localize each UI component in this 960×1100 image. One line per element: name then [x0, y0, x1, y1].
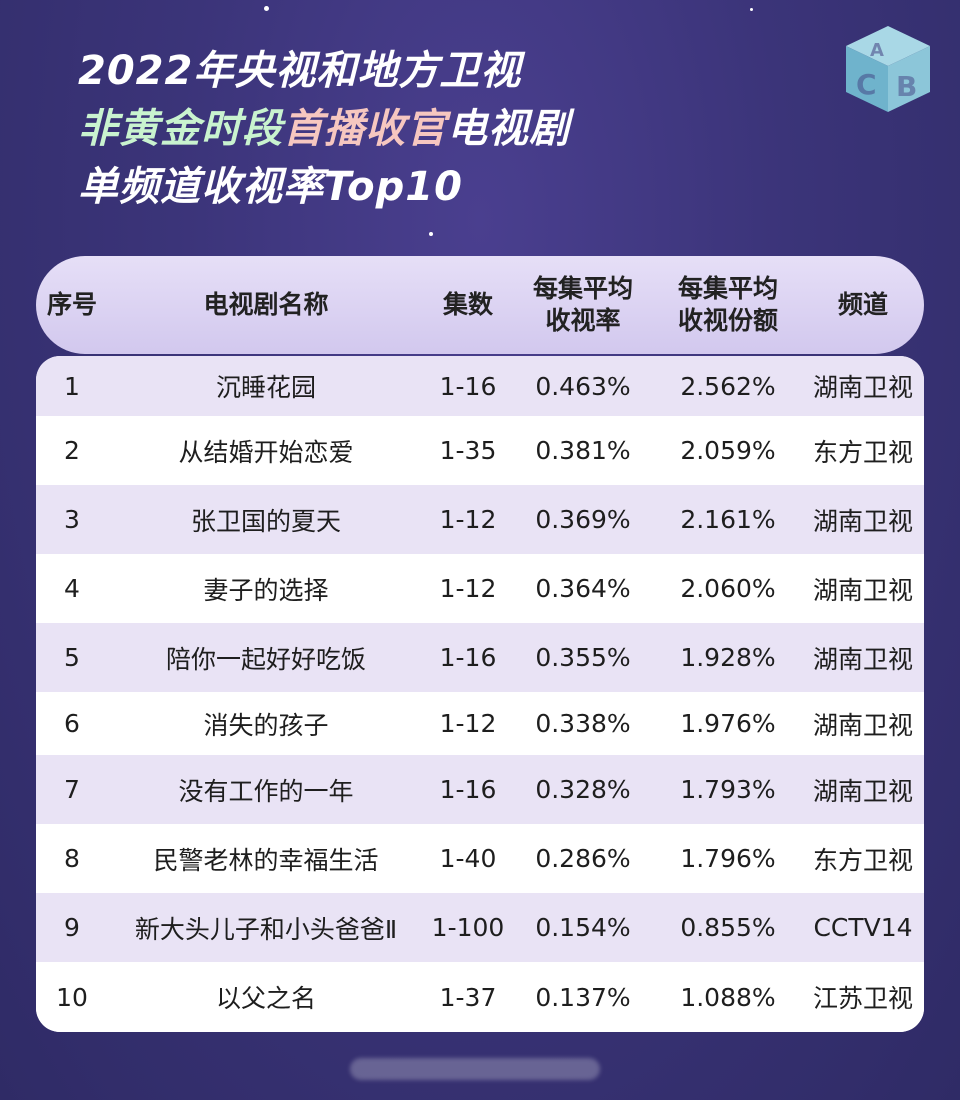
avg-share-cell: 2.059% [680, 436, 776, 465]
episodes-cell: 1-12 [439, 505, 497, 534]
drama-name-cell: 张卫国的夏天 [190, 506, 341, 536]
table-row: 3 张卫国的夏天 1-12 0.369% 2.161% 湖南卫视 [36, 485, 924, 554]
episodes-cell: 1-16 [439, 371, 497, 401]
ratings-table: 1 沉睡花园 1-16 0.463% 2.562% 湖南卫视 2 从结婚开始恋爱 1-35 0.3… [36, 356, 924, 1032]
avg-rating-cell: 0.154% [535, 913, 631, 942]
title-segment-premiere-finale: 首播收官 [283, 106, 447, 152]
row-index-cell: 6 [64, 709, 80, 738]
avg-share-cell: 1.928% [680, 643, 776, 672]
table-row: 7 没有工作的一年 1-16 0.328% 1.793% 湖南卫视 [36, 755, 924, 824]
row-index-cell: 8 [64, 844, 80, 873]
avg-rating-cell: 0.369% [535, 505, 631, 534]
episodes-cell: 1-12 [439, 709, 497, 738]
table-header: 序号 电视剧名称 集数 每集平均 收视率 每集平均 收视份额 频道 [36, 256, 924, 354]
svg-text:B: B [896, 70, 917, 103]
abc-cube-logo: A C B [846, 26, 930, 112]
row-index-cell: 1 [64, 371, 80, 401]
table-row: 5 陪你一起好好吃饭 1-16 0.355% 1.928% 湖南卫视 [36, 623, 924, 692]
drama-name-cell: 沉睡花园 [215, 373, 316, 402]
drama-name-cell: 民警老林的幸福生活 [153, 845, 379, 875]
header-avg-rating: 每集平均 收视率 [532, 274, 633, 335]
table-row: 6 消失的孩子 1-12 0.338% 1.976% 湖南卫视 [36, 692, 924, 755]
episodes-cell: 1-12 [439, 574, 497, 603]
channel-cell: 东方卫视 [812, 437, 913, 467]
channel-cell: 湖南卫视 [812, 575, 913, 605]
watermark-blur [350, 1058, 600, 1080]
title-line-2: 非黄金时段首播收官电视剧 [78, 100, 570, 158]
row-index-cell: 10 [56, 982, 88, 1012]
channel-cell: 湖南卫视 [812, 644, 913, 674]
avg-share-cell: 0.855% [680, 913, 776, 942]
header-index: 序号 [46, 290, 97, 319]
title-segment-non-prime: 非黄金时段 [78, 106, 283, 152]
table-row: 9 新大头儿子和小头爸爸Ⅱ 1-100 0.154% 0.855% CCTV14 [36, 893, 924, 962]
episodes-cell: 1-16 [439, 643, 497, 672]
header-drama-name: 电视剧名称 [203, 290, 329, 319]
episodes-cell: 1-37 [439, 982, 497, 1012]
channel-cell: 湖南卫视 [812, 710, 913, 740]
channel-cell: 东方卫视 [812, 845, 913, 875]
channel-cell: 江苏卫视 [812, 984, 913, 1013]
star-decoration [750, 8, 753, 11]
avg-rating-cell: 0.338% [535, 709, 631, 738]
avg-rating-cell: 0.355% [535, 643, 631, 672]
table-row: 8 民警老林的幸福生活 1-40 0.286% 1.796% 东方卫视 [36, 824, 924, 893]
svg-text:C: C [856, 68, 877, 101]
row-index-cell: 9 [64, 913, 80, 942]
drama-name-cell: 没有工作的一年 [178, 776, 354, 806]
avg-share-cell: 2.562% [680, 371, 776, 401]
avg-share-cell: 1.976% [680, 709, 776, 738]
table-row: 10 以父之名 1-37 0.137% 1.088% 江苏卫视 [36, 962, 924, 1032]
channel-cell: CCTV14 [813, 913, 913, 942]
avg-share-cell: 1.793% [680, 775, 776, 804]
episodes-cell: 1-35 [439, 436, 497, 465]
drama-name-cell: 陪你一起好好吃饭 [165, 644, 366, 674]
drama-name-cell: 妻子的选择 [203, 575, 329, 605]
row-index-cell: 7 [64, 775, 80, 804]
header-episodes: 集数 [442, 290, 493, 319]
title-line-1: 2022年央视和地方卫视 [78, 48, 522, 94]
header-channel: 频道 [837, 290, 888, 319]
page-title: 2022年央视和地方卫视 非黄金时段首播收官电视剧 单频道收视率Top10 [78, 42, 570, 216]
svg-text:A: A [870, 40, 884, 61]
avg-share-cell: 2.060% [680, 574, 776, 603]
table-row: 4 妻子的选择 1-12 0.364% 2.060% 湖南卫视 [36, 554, 924, 623]
header-avg-share: 每集平均 收视份额 [677, 274, 778, 335]
avg-rating-cell: 0.137% [535, 982, 631, 1012]
table-row: 2 从结婚开始恋爱 1-35 0.381% 2.059% 东方卫视 [36, 416, 924, 485]
channel-cell: 湖南卫视 [812, 776, 913, 806]
title-segment-tv-drama: 电视剧 [447, 106, 570, 152]
avg-rating-cell: 0.364% [535, 574, 631, 603]
channel-cell: 湖南卫视 [812, 506, 913, 536]
table-row: 1 沉睡花园 1-16 0.463% 2.562% 湖南卫视 [36, 356, 924, 416]
channel-cell: 湖南卫视 [812, 373, 913, 402]
row-index-cell: 5 [64, 643, 80, 672]
avg-rating-cell: 0.286% [535, 844, 631, 873]
avg-rating-cell: 0.463% [535, 371, 631, 401]
episodes-cell: 1-100 [431, 913, 505, 942]
avg-share-cell: 1.088% [680, 982, 776, 1012]
avg-share-cell: 1.796% [680, 844, 776, 873]
star-decoration [429, 232, 433, 236]
star-decoration [264, 6, 269, 11]
row-index-cell: 3 [64, 505, 80, 534]
row-index-cell: 4 [64, 574, 80, 603]
title-line-3: 单频道收视率Top10 [78, 164, 463, 210]
avg-rating-cell: 0.381% [535, 436, 631, 465]
drama-name-cell: 从结婚开始恋爱 [178, 437, 354, 467]
drama-name-cell: 新大头儿子和小头爸爸Ⅱ [134, 914, 398, 944]
avg-share-cell: 2.161% [680, 505, 776, 534]
drama-name-cell: 消失的孩子 [203, 710, 329, 740]
episodes-cell: 1-40 [439, 844, 497, 873]
row-index-cell: 2 [64, 436, 80, 465]
avg-rating-cell: 0.328% [535, 775, 631, 804]
drama-name-cell: 以父之名 [215, 984, 316, 1013]
episodes-cell: 1-16 [439, 775, 497, 804]
